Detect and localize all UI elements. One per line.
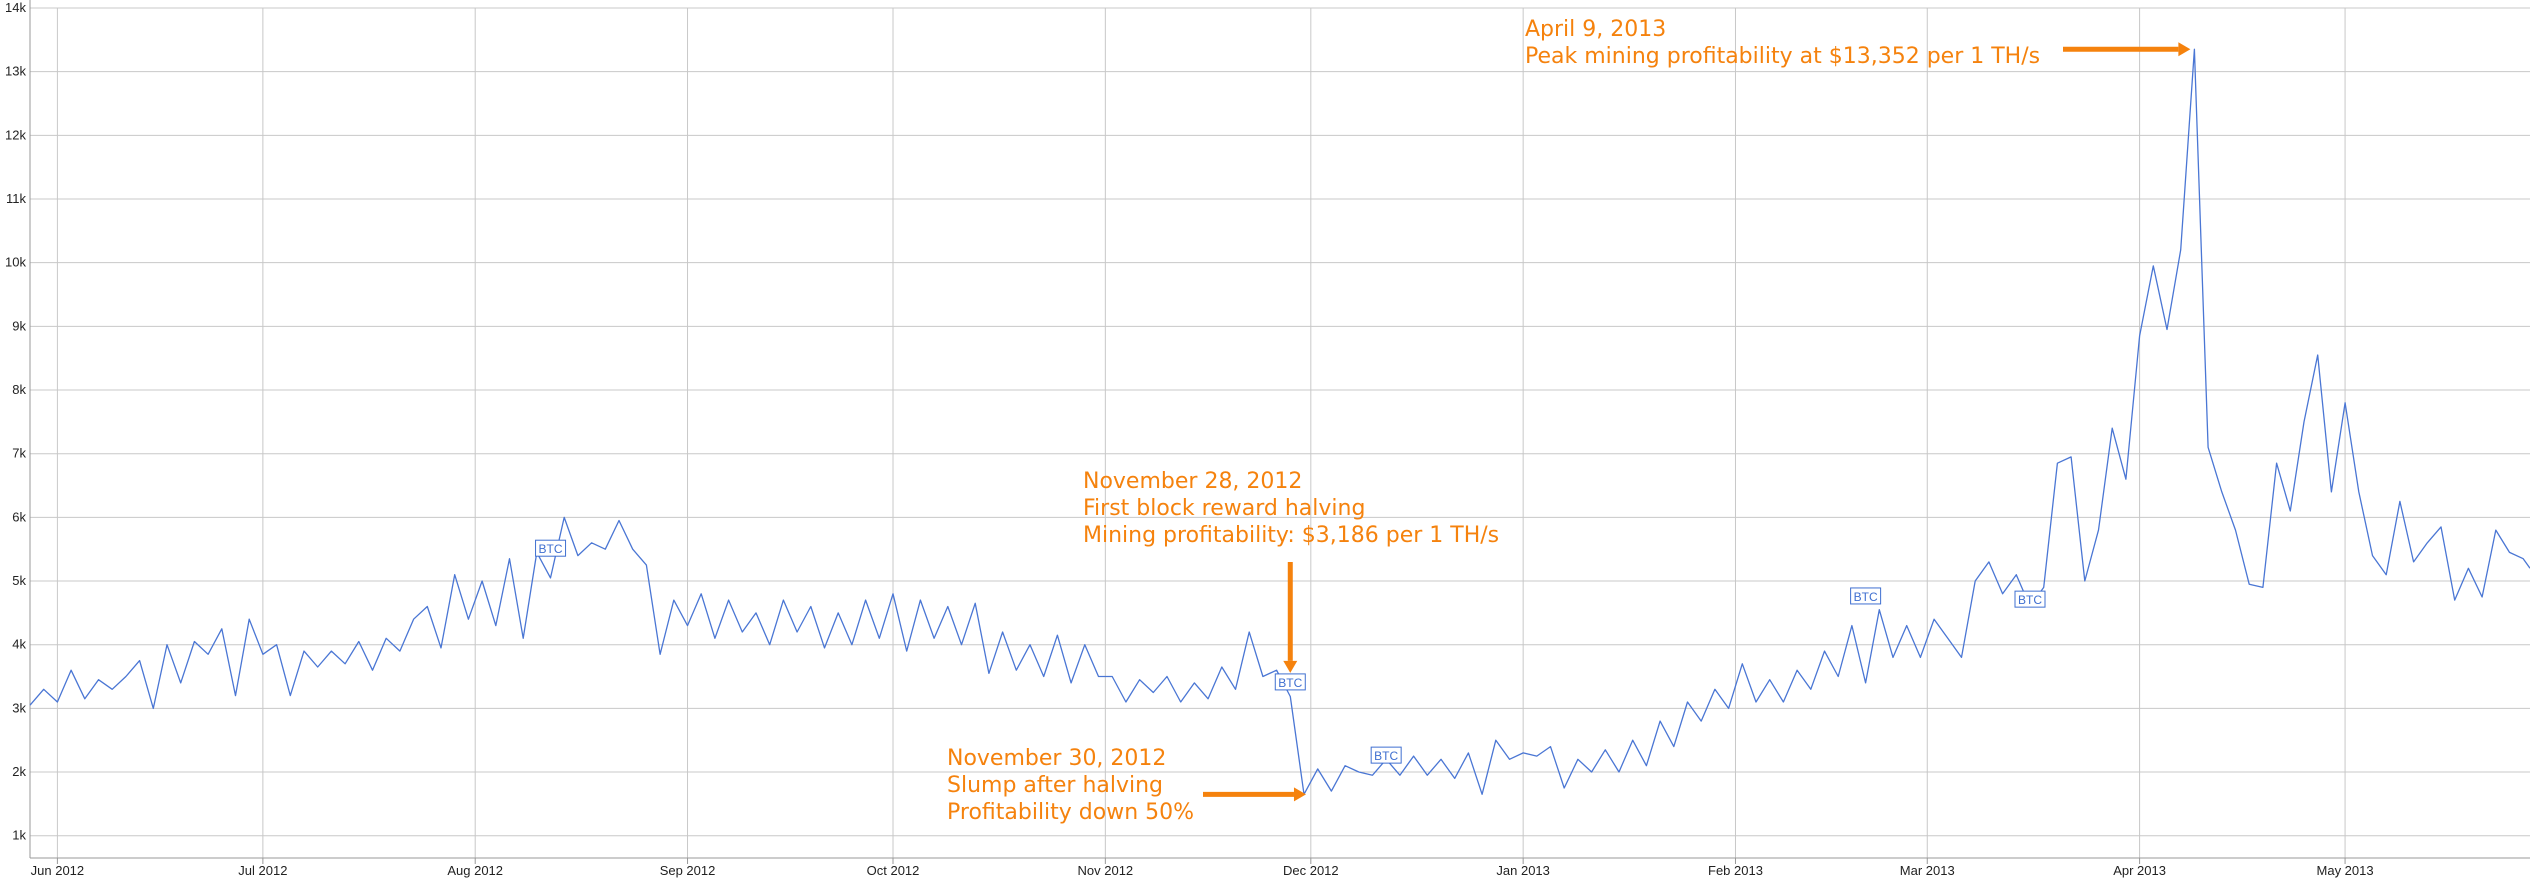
- x-tick-label: Aug 2012: [447, 863, 503, 878]
- x-tick-label: Dec 2012: [1283, 863, 1339, 878]
- annotation-halving-line-1: November 28, 2012: [1083, 469, 1302, 494]
- btc-flag-box: [1274, 673, 1306, 691]
- btc-flag-box: [2014, 590, 2046, 608]
- annotation-peak-line-1: April 9, 2013: [1525, 17, 1666, 42]
- btc-flag: BTC: [535, 539, 567, 557]
- annotation-slump-line-3: Profitability down 50%: [947, 800, 1194, 825]
- y-tick-label: 10k: [5, 255, 26, 270]
- x-tick-label: Jan 2013: [1496, 863, 1550, 878]
- x-tick-label: May 2013: [2317, 863, 2374, 878]
- x-tick-label: Jun 2012: [31, 863, 85, 878]
- y-tick-label: 4k: [12, 637, 26, 652]
- y-tick-label: 13k: [5, 64, 26, 79]
- y-tick-label: 5k: [12, 573, 26, 588]
- halving-arrow-head: [1283, 660, 1298, 673]
- btc-flag-label: BTC: [1278, 676, 1302, 690]
- annotation-halving-line-3: Mining profitability: $3,186 per 1 TH/s: [1083, 523, 1499, 548]
- btc-flag: BTC: [1370, 746, 1402, 764]
- y-tick-label: 1k: [12, 828, 26, 843]
- y-tick-label: 12k: [5, 127, 26, 142]
- flag-markers: BTC BTC BTC BTC BTC: [535, 539, 2046, 764]
- x-tick-label: Mar 2013: [1900, 863, 1955, 878]
- btc-flag-box: [1850, 587, 1882, 605]
- y-tick-label: 8k: [12, 382, 26, 397]
- axes: 1k 2k 3k 4k 5k 6k 7k 8k 9k 10k 11k 12k 13k 14k Jun 201…: [5, 0, 2530, 878]
- y-tick-label: 7k: [12, 446, 26, 461]
- btc-flag-box: [535, 539, 567, 557]
- peak-arrow-head: [2178, 42, 2191, 57]
- btc-flag: BTC: [1274, 673, 1306, 691]
- x-tick-label: Feb 2013: [1708, 863, 1763, 878]
- slump-arrow: [1203, 787, 1306, 802]
- y-tick-label: 2k: [12, 764, 26, 779]
- y-tick-label: 3k: [12, 700, 26, 715]
- y-tick-label: 9k: [12, 318, 26, 333]
- btc-flag: BTC: [1850, 587, 1882, 605]
- halving-arrow: [1283, 562, 1298, 673]
- btc-flag-label: BTC: [2018, 593, 2042, 607]
- btc-flag-box: [1370, 746, 1402, 764]
- y-tick-label: 11k: [6, 191, 26, 206]
- annotation-slump-line-2: Slump after halving: [947, 773, 1163, 798]
- x-tick-label: Nov 2012: [1078, 863, 1134, 878]
- x-tick-label: Sep 2012: [660, 863, 716, 878]
- x-tick-label: Jul 2012: [238, 863, 287, 878]
- btc-flag: BTC: [2014, 590, 2046, 608]
- btc-flag-label: BTC: [1374, 749, 1398, 763]
- y-tick-label: 14k: [5, 0, 26, 15]
- x-tick-label: Apr 2013: [2113, 863, 2166, 878]
- grid: [30, 7, 2530, 858]
- btc-flag-label: BTC: [539, 542, 563, 556]
- y-tick-label: 6k: [12, 509, 26, 524]
- annotations-layer: April 9, 2013 Peak mining profitability …: [947, 17, 2191, 825]
- annotation-halving-line-2: First block reward halving: [1083, 496, 1365, 521]
- x-tick-label: Oct 2012: [867, 863, 920, 878]
- annotation-peak-line-2: Peak mining profitability at $13,352 per…: [1525, 44, 2040, 69]
- annotation-slump-line-1: November 30, 2012: [947, 746, 1166, 771]
- slump-arrow-head: [1293, 787, 1306, 802]
- btc-flag-label: BTC: [1854, 590, 1878, 604]
- peak-arrow: [2063, 42, 2191, 57]
